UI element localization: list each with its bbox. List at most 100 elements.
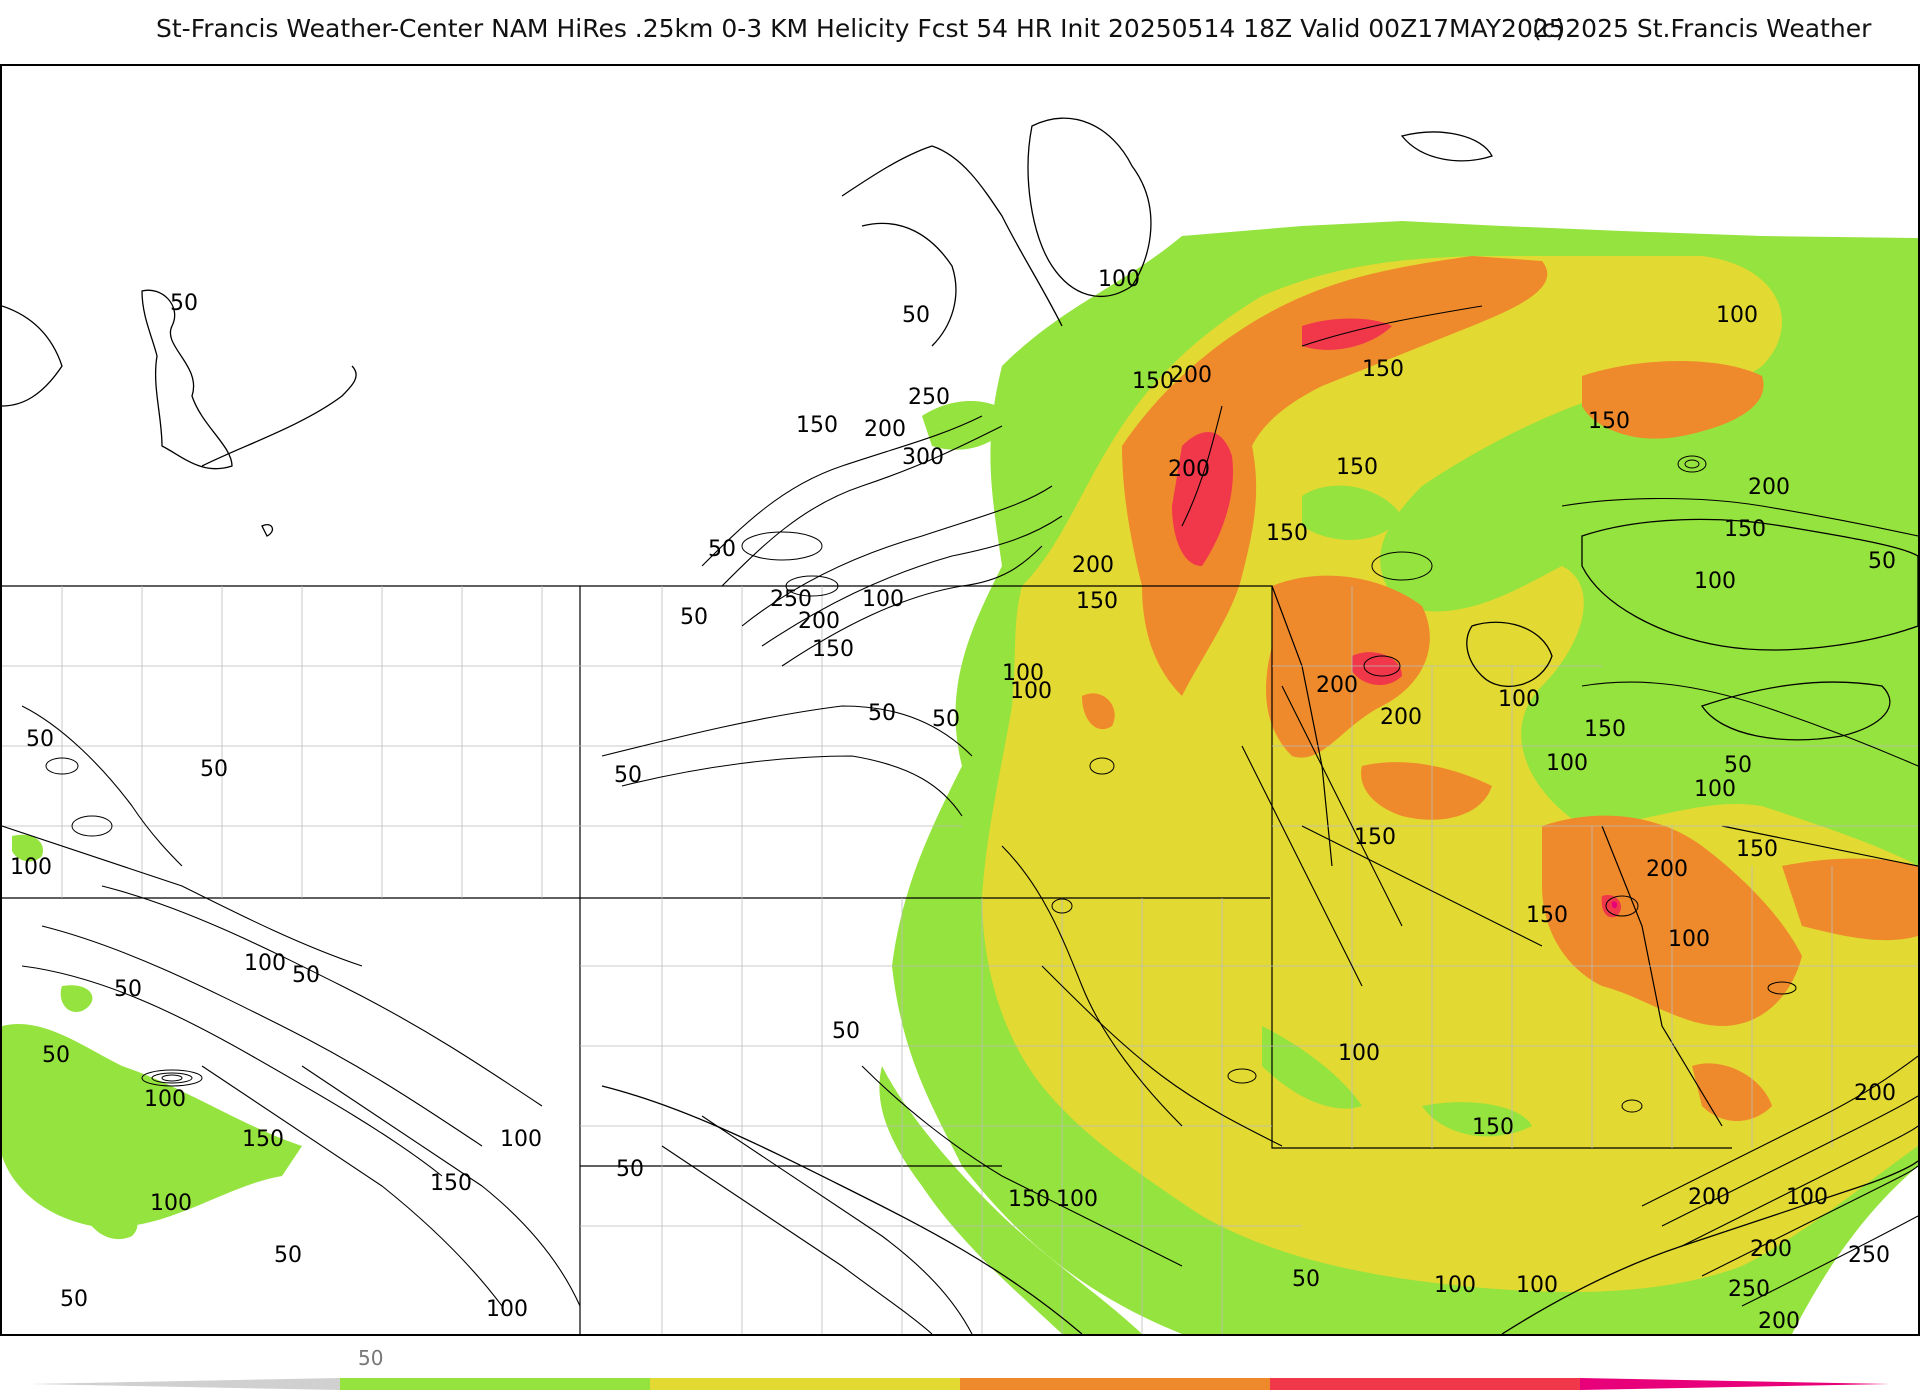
helicity-contours: [2, 305, 1918, 1334]
contour-label: 200: [798, 609, 840, 634]
contour-label: 200: [1646, 857, 1688, 882]
contour-label: 150: [1076, 589, 1118, 614]
contour-label: 100: [1498, 687, 1540, 712]
contour-label: 150: [1584, 717, 1626, 742]
contour-label: 50: [42, 1043, 70, 1068]
contour-label: 250: [770, 587, 812, 612]
colorbar-bin: [340, 1378, 650, 1390]
fill-50-100-gap4: [1622, 762, 1695, 790]
colorbar-bin: [1580, 1378, 1890, 1390]
colorbar-bin: [960, 1378, 1270, 1390]
contour-label: 200: [1854, 1081, 1896, 1106]
contour-label: 100: [1010, 679, 1052, 704]
contour-label: 200: [1316, 673, 1358, 698]
fill-50-100-north: [922, 401, 1012, 450]
coastlines: [2, 117, 1918, 1334]
contour-label: 100: [1694, 569, 1736, 594]
fill-50-100-gap2: [1262, 1026, 1362, 1109]
contour-label: 100: [486, 1297, 528, 1322]
contour-label: 200: [1170, 363, 1212, 388]
contour-label: 100: [1786, 1185, 1828, 1210]
contour-label: 100: [1546, 751, 1588, 776]
contour-label: 100: [1098, 267, 1140, 292]
contour-label: 50: [1292, 1267, 1320, 1292]
contour-label: 50: [274, 1243, 302, 1268]
state-borders: [2, 585, 1918, 1334]
contour-label: 50: [170, 291, 198, 316]
map-canvas: 50 100 50 250 150 200 300 50 150 200 150…: [2, 117, 1918, 1334]
colorbar-bin: [1270, 1378, 1580, 1390]
contour-label: 150: [1526, 903, 1568, 928]
contour-label: 100: [244, 951, 286, 976]
contour-label: 200: [1748, 475, 1790, 500]
colorbar-tick-label: 50: [358, 1346, 384, 1370]
contour-labels: 50 100 50 250 150 200 300 50 150 200 150…: [10, 267, 1896, 1334]
contour-label: 250: [1728, 1277, 1770, 1302]
colorbar-bin: [650, 1378, 960, 1390]
fill-250-plus: [1611, 901, 1618, 909]
contour-label: 200: [1168, 457, 1210, 482]
contour-label: 150: [1266, 521, 1308, 546]
contour-label: 150: [1132, 369, 1174, 394]
contour-label: 50: [26, 727, 54, 752]
contour-label: 100: [10, 855, 52, 880]
fill-50-100-west1: [2, 1024, 302, 1228]
fill-200-250-c: [1352, 652, 1402, 686]
contour-label: 50: [708, 537, 736, 562]
contour-label: 150: [1336, 455, 1378, 480]
fill-50-100-west4: [82, 1203, 138, 1240]
contour-label: 200: [1758, 1309, 1800, 1334]
contour-label: 100: [862, 587, 904, 612]
contour-label: 100: [1002, 661, 1044, 686]
fill-200-250-ne: [1302, 318, 1392, 350]
contour-label: 200: [1072, 553, 1114, 578]
contour-label: 150: [812, 637, 854, 662]
fill-150-200-central: [1266, 575, 1430, 758]
colorbar-bin: [30, 1378, 340, 1390]
helicity-fill-layer: [2, 221, 1918, 1334]
contour-label: 50: [114, 977, 142, 1002]
contour-label: 100: [500, 1127, 542, 1152]
contour-label: 50: [832, 1019, 860, 1044]
contour-label: 50: [292, 963, 320, 988]
contour-label: 150: [1588, 409, 1630, 434]
fill-200-250-north: [1172, 432, 1233, 566]
contour-label: 200: [1688, 1185, 1730, 1210]
contour-label: 50: [616, 1157, 644, 1182]
contour-label: 250: [908, 385, 950, 410]
contour-label: 100: [1434, 1273, 1476, 1298]
contour-cells: [45, 455, 1797, 1113]
contour-label: 100: [144, 1087, 186, 1112]
contour-label: 50: [1724, 753, 1752, 778]
fill-50-100-west2: [12, 834, 43, 862]
contour-label: 150: [1724, 517, 1766, 542]
contour-label: 150: [1354, 825, 1396, 850]
contour-label: 150: [1008, 1187, 1050, 1212]
county-lines: [2, 586, 1918, 1334]
contour-label: 100: [1338, 1041, 1380, 1066]
title-copyright: (c)2025 St.Francis Weather: [1532, 14, 1872, 43]
fill-50-100-gap1: [1302, 485, 1402, 540]
fill-50-100-west3: [60, 985, 93, 1012]
contour-label: 200: [864, 417, 906, 442]
contour-label: 100: [1516, 1273, 1558, 1298]
contour-label: 100: [1694, 777, 1736, 802]
contour-label: 50: [60, 1287, 88, 1312]
map-title: St-Francis Weather-Center NAM HiRes .25k…: [0, 14, 1920, 54]
contour-label: 150: [242, 1127, 284, 1152]
contour-label: 100: [1668, 927, 1710, 952]
contour-label: 250: [1848, 1243, 1890, 1268]
title-main: St-Francis Weather-Center NAM HiRes .25k…: [156, 14, 1565, 43]
fill-150-200-ne: [1582, 361, 1764, 439]
contour-label: 200: [1380, 705, 1422, 730]
contour-label: 50: [868, 701, 896, 726]
fill-150-200-mid: [1361, 762, 1492, 820]
colorbar-scale: [30, 1378, 1890, 1390]
contour-label: 150: [430, 1171, 472, 1196]
contour-label: 200: [1750, 1237, 1792, 1262]
contour-label: 150: [1736, 837, 1778, 862]
helicity-map: 50 100 50 250 150 200 300 50 150 200 150…: [0, 64, 1920, 1336]
contour-label: 50: [200, 757, 228, 782]
contour-label: 150: [1362, 357, 1404, 382]
colorbar: 50: [30, 1346, 1890, 1396]
